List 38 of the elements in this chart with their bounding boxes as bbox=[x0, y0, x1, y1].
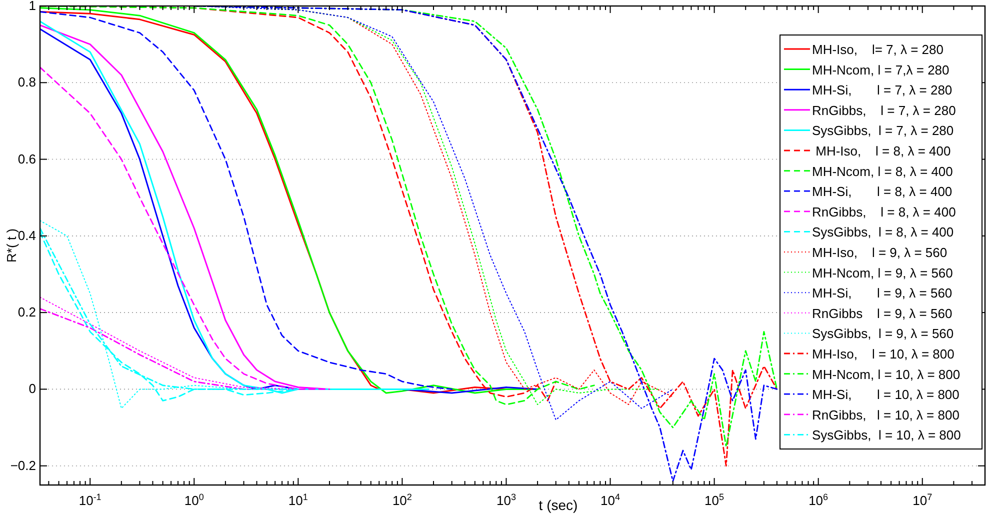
x-tick-label: 10$^{5}$ bbox=[704, 492, 724, 508]
x-tick-label: 10$^{2}$ bbox=[392, 492, 412, 508]
legend-label: MH-Ncom, l = 8, λ = 400 bbox=[812, 164, 953, 179]
y-tick-label: 0.8 bbox=[18, 74, 36, 90]
legend-label: MH-Ncom, l = 7,λ = 280 bbox=[812, 62, 950, 78]
legend-label: RnGibbs, l = 10, λ = 800 bbox=[812, 407, 960, 422]
legend-label: SysGibbs, l = 10, λ = 800 bbox=[812, 428, 961, 443]
x-tick-label: 10$^{4}$ bbox=[600, 492, 620, 508]
x-tick-label: 10$^{3}$ bbox=[496, 492, 516, 508]
legend-label: SysGibbs, l = 8, λ = 400 bbox=[812, 224, 954, 240]
x-tick-label: 10$^{0}$ bbox=[184, 492, 204, 508]
y-tick-label: −0.2 bbox=[10, 458, 36, 473]
legend-label: MH-Si, l = 10, λ = 800 bbox=[812, 387, 960, 402]
legend-label: MH-Iso, l = 8, λ = 400 bbox=[812, 144, 951, 158]
x-axis-title: t (sec) bbox=[538, 497, 578, 513]
legend-label: RnGibbs, l = 8, λ = 400 bbox=[812, 204, 956, 220]
y-tick-label: 0.2 bbox=[18, 304, 36, 320]
x-tick-label: 10$^{1}$ bbox=[288, 492, 308, 508]
x-tick-label: 10$^{7}$ bbox=[912, 492, 932, 508]
y-tick-label: 0.6 bbox=[18, 151, 36, 166]
legend-label: MH-Iso, l= 7, λ = 280 bbox=[812, 42, 944, 57]
y-tick-label: 1 bbox=[28, 0, 36, 13]
legend-label: MH-Iso, l = 10, λ = 800 bbox=[812, 346, 954, 362]
legend-label: MH-Ncom, l = 9, λ = 560 bbox=[812, 265, 953, 280]
legend-label: MH-Iso, l = 9, λ = 560 bbox=[812, 245, 948, 260]
legend-label: MH-Si, l = 7, λ = 280 bbox=[812, 82, 952, 98]
y-tick-label: 0.4 bbox=[18, 228, 36, 243]
legend-label: MH-Si, l = 9, λ = 560 bbox=[812, 286, 952, 301]
legend-label: RnGibbs l = 9, λ = 560 bbox=[812, 306, 952, 321]
legend-label: MH-Si, l = 8, λ = 400 bbox=[812, 184, 952, 200]
y-axis-title: R*( t ) bbox=[4, 228, 19, 262]
legend-label: SysGibbs, l = 7, λ = 280 bbox=[812, 123, 954, 138]
legend-label: SysGibbs, l = 9, λ = 560 bbox=[812, 326, 954, 342]
y-tick-label: 0 bbox=[28, 381, 36, 396]
legend-label: MH-Ncom, l = 10, λ = 800 bbox=[812, 366, 960, 382]
legend-label: RnGibbs, l = 7, λ = 280 bbox=[812, 102, 956, 118]
x-tick-label: 10$^{-1}$ bbox=[78, 492, 102, 508]
x-tick-label: 10$^{6}$ bbox=[808, 492, 828, 508]
